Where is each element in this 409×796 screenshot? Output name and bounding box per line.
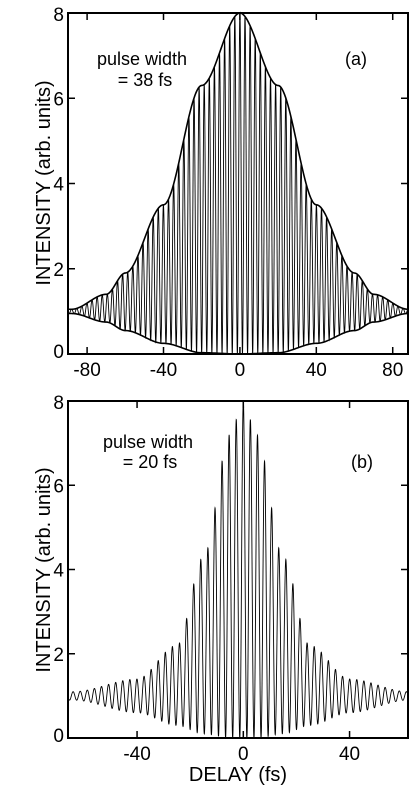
panel-b-ytick-label-1: 2 <box>53 645 64 666</box>
panel-a-ytick-label-0: 0 <box>53 342 64 363</box>
panel-a-autocorrelation-trace <box>67 11 409 355</box>
panel-b: 0 2 4 6 8 -40 0 40 pulse width = 20 fs (b) INTE… <box>33 393 409 786</box>
panel-b-annotation-line-2: = 20 fs <box>123 452 178 472</box>
panel-a-annotation-line-1: pulse width <box>97 49 187 69</box>
panel-a-ytick-label-4: 8 <box>53 5 64 26</box>
panel-a-xtick-label-3: 40 <box>306 360 327 381</box>
panel-b-tick-labels: 0 2 4 6 8 -40 0 40 <box>53 393 360 765</box>
panel-b-ytick-label-4: 8 <box>53 393 64 414</box>
panel-b-ytick-label-2: 4 <box>53 561 64 582</box>
panel-b-annotation-line-1: pulse width <box>103 432 193 452</box>
panel-b-label: (b) <box>351 452 373 472</box>
panel-a-annotation-line-2: = 38 fs <box>118 70 173 90</box>
panel-a-tick-labels: 0 2 4 6 8 -80 -40 0 40 80 <box>53 5 403 381</box>
panel-b-ytick-label-0: 0 <box>53 726 64 747</box>
panel-a-ytick-label-3: 6 <box>53 89 64 110</box>
panel-b-xtick-label-1: 0 <box>238 744 249 765</box>
panel-a-upper-envelope-fit <box>68 12 409 311</box>
panel-a-ytick-label-2: 4 <box>53 175 64 196</box>
panel-b-y-axis-title: INTENSITY (arb. units) <box>33 467 55 672</box>
panel-b-series <box>67 399 409 739</box>
panel-b-autocorrelation-trace <box>67 399 409 739</box>
panel-a-xtick-label-2: 0 <box>235 360 246 381</box>
panel-a-lower-envelope-fit <box>68 312 409 355</box>
panel-a-ytick-label-1: 2 <box>53 260 64 281</box>
panel-a: 0 2 4 6 8 -80 -40 0 40 80 pulse width = 38 fs (a)… <box>33 5 409 381</box>
panel-a-y-axis-title: INTENSITY (arb. units) <box>33 80 55 285</box>
panel-b-ytick-label-3: 6 <box>53 476 64 497</box>
panel-a-xtick-label-0: -80 <box>73 360 100 381</box>
panel-a-series <box>67 11 409 355</box>
x-axis-title: DELAY (fs) <box>189 764 287 786</box>
panel-b-xtick-label-2: 40 <box>339 744 360 765</box>
panel-a-xtick-label-1: -40 <box>150 360 177 381</box>
panel-a-xtick-label-4: 80 <box>382 360 403 381</box>
panel-a-label: (a) <box>345 49 367 69</box>
panel-b-xtick-label-0: -40 <box>123 744 150 765</box>
